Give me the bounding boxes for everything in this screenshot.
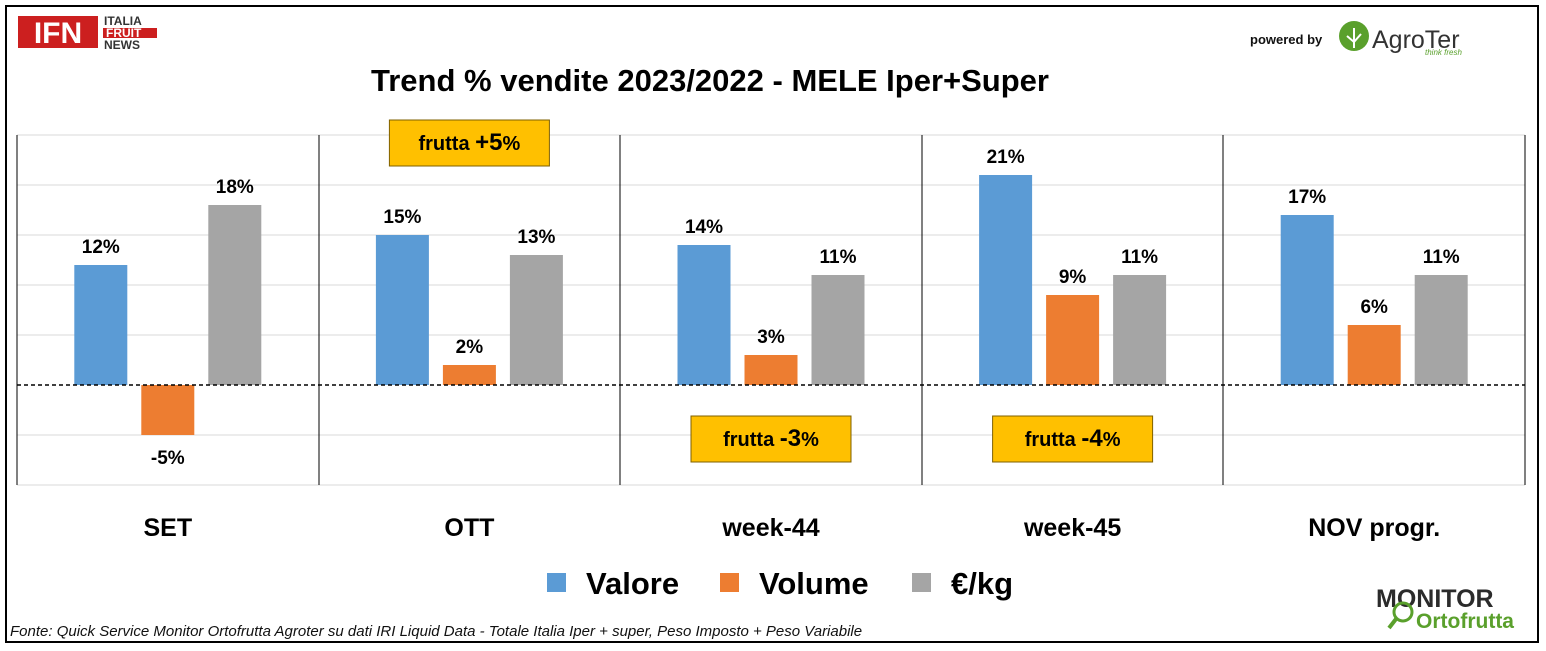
data-label: 11% <box>1121 247 1158 268</box>
bar <box>442 365 496 385</box>
chart-title: Trend % vendite 2023/2022 - MELE Iper+Su… <box>371 63 1049 98</box>
bar <box>811 275 865 385</box>
annotation-suffix: % <box>1103 429 1121 451</box>
magnifier-icon <box>1392 601 1414 623</box>
bar <box>1347 325 1401 385</box>
ifn-logo-sub-band <box>103 28 157 38</box>
data-label: 2% <box>456 337 484 358</box>
data-label: 21% <box>987 147 1025 168</box>
annotation-text: frutta -3% <box>723 425 819 452</box>
bar <box>677 245 731 385</box>
legend-swatch <box>912 573 931 592</box>
legend-label: €/kg <box>951 566 1013 601</box>
bar <box>979 175 1033 385</box>
bar <box>1046 295 1100 385</box>
annotation-prefix: frutta <box>418 133 475 155</box>
ifn-logo: IFN ITALIA FRUIT NEWS <box>18 14 157 52</box>
bar <box>375 235 429 385</box>
ifn-logo-sub-3: NEWS <box>104 38 140 52</box>
monitor-ortofrutta-logo: MONITOR Ortofrutta <box>1376 585 1514 633</box>
data-label: 15% <box>383 207 421 228</box>
category-label: week-44 <box>721 514 819 542</box>
legend-swatch <box>547 573 566 592</box>
category-label: NOV progr. <box>1308 514 1440 542</box>
monitor-logo-bottom: Ortofrutta <box>1416 610 1514 633</box>
bar <box>74 265 128 385</box>
agroter-tagline: think fresh <box>1425 48 1462 57</box>
powered-by-text: powered by <box>1250 32 1323 47</box>
agroter-logo: powered by AgroTer think fresh <box>1250 21 1462 57</box>
annotation-value: -4 <box>1081 425 1103 452</box>
ifn-logo-sub-2: FRUIT <box>106 26 142 40</box>
data-label: 17% <box>1288 187 1326 208</box>
annotation-box <box>388 119 550 167</box>
ifn-logo-sub-1: ITALIA <box>104 14 142 28</box>
annotation-text: frutta +5% <box>418 129 520 156</box>
data-label: 18% <box>216 177 254 198</box>
bar <box>1280 215 1334 385</box>
ifn-logo-text: IFN <box>34 17 82 50</box>
legend-swatch <box>720 573 739 592</box>
annotation-suffix: % <box>503 133 521 155</box>
agroter-tree-branch-icon <box>1346 28 1362 48</box>
annotation-prefix: frutta <box>1025 429 1082 451</box>
annotation-box <box>992 415 1154 463</box>
annotation-value: -3 <box>780 425 801 452</box>
data-label: 6% <box>1360 297 1388 318</box>
category-label: week-45 <box>1023 514 1121 542</box>
bar <box>1414 275 1468 385</box>
ifn-logo-background <box>18 16 98 48</box>
data-label: 13% <box>517 227 555 248</box>
data-label: -5% <box>151 448 185 469</box>
data-label: 11% <box>1423 247 1460 268</box>
annotation-text: frutta -4% <box>1025 425 1121 452</box>
data-label: 9% <box>1059 267 1087 288</box>
category-label: OTT <box>444 514 494 542</box>
bar <box>208 205 262 385</box>
bar <box>509 255 563 385</box>
plot-area: 12% -5% 18% SET 15% 2% 13% OTT 14% 3% 11% week-44 21… <box>16 119 1526 601</box>
agroter-name: AgroTer <box>1372 26 1460 54</box>
legend-label: Valore <box>586 566 679 601</box>
annotation-box <box>690 415 852 463</box>
bar <box>141 385 195 435</box>
source-note: Fonte: Quick Service Monitor Ortofrutta … <box>10 623 862 640</box>
data-label: 11% <box>820 247 857 268</box>
annotation-suffix: % <box>801 429 819 451</box>
data-label: 14% <box>685 217 723 238</box>
annotation-value: +5 <box>475 129 502 156</box>
legend-label: Volume <box>759 566 869 601</box>
magnifier-handle-icon <box>1387 617 1398 630</box>
category-label: SET <box>143 514 192 542</box>
data-label: 3% <box>757 327 785 348</box>
bar <box>1113 275 1167 385</box>
bar <box>744 355 798 385</box>
data-label: 12% <box>82 237 120 258</box>
annotation-prefix: frutta <box>723 429 780 451</box>
